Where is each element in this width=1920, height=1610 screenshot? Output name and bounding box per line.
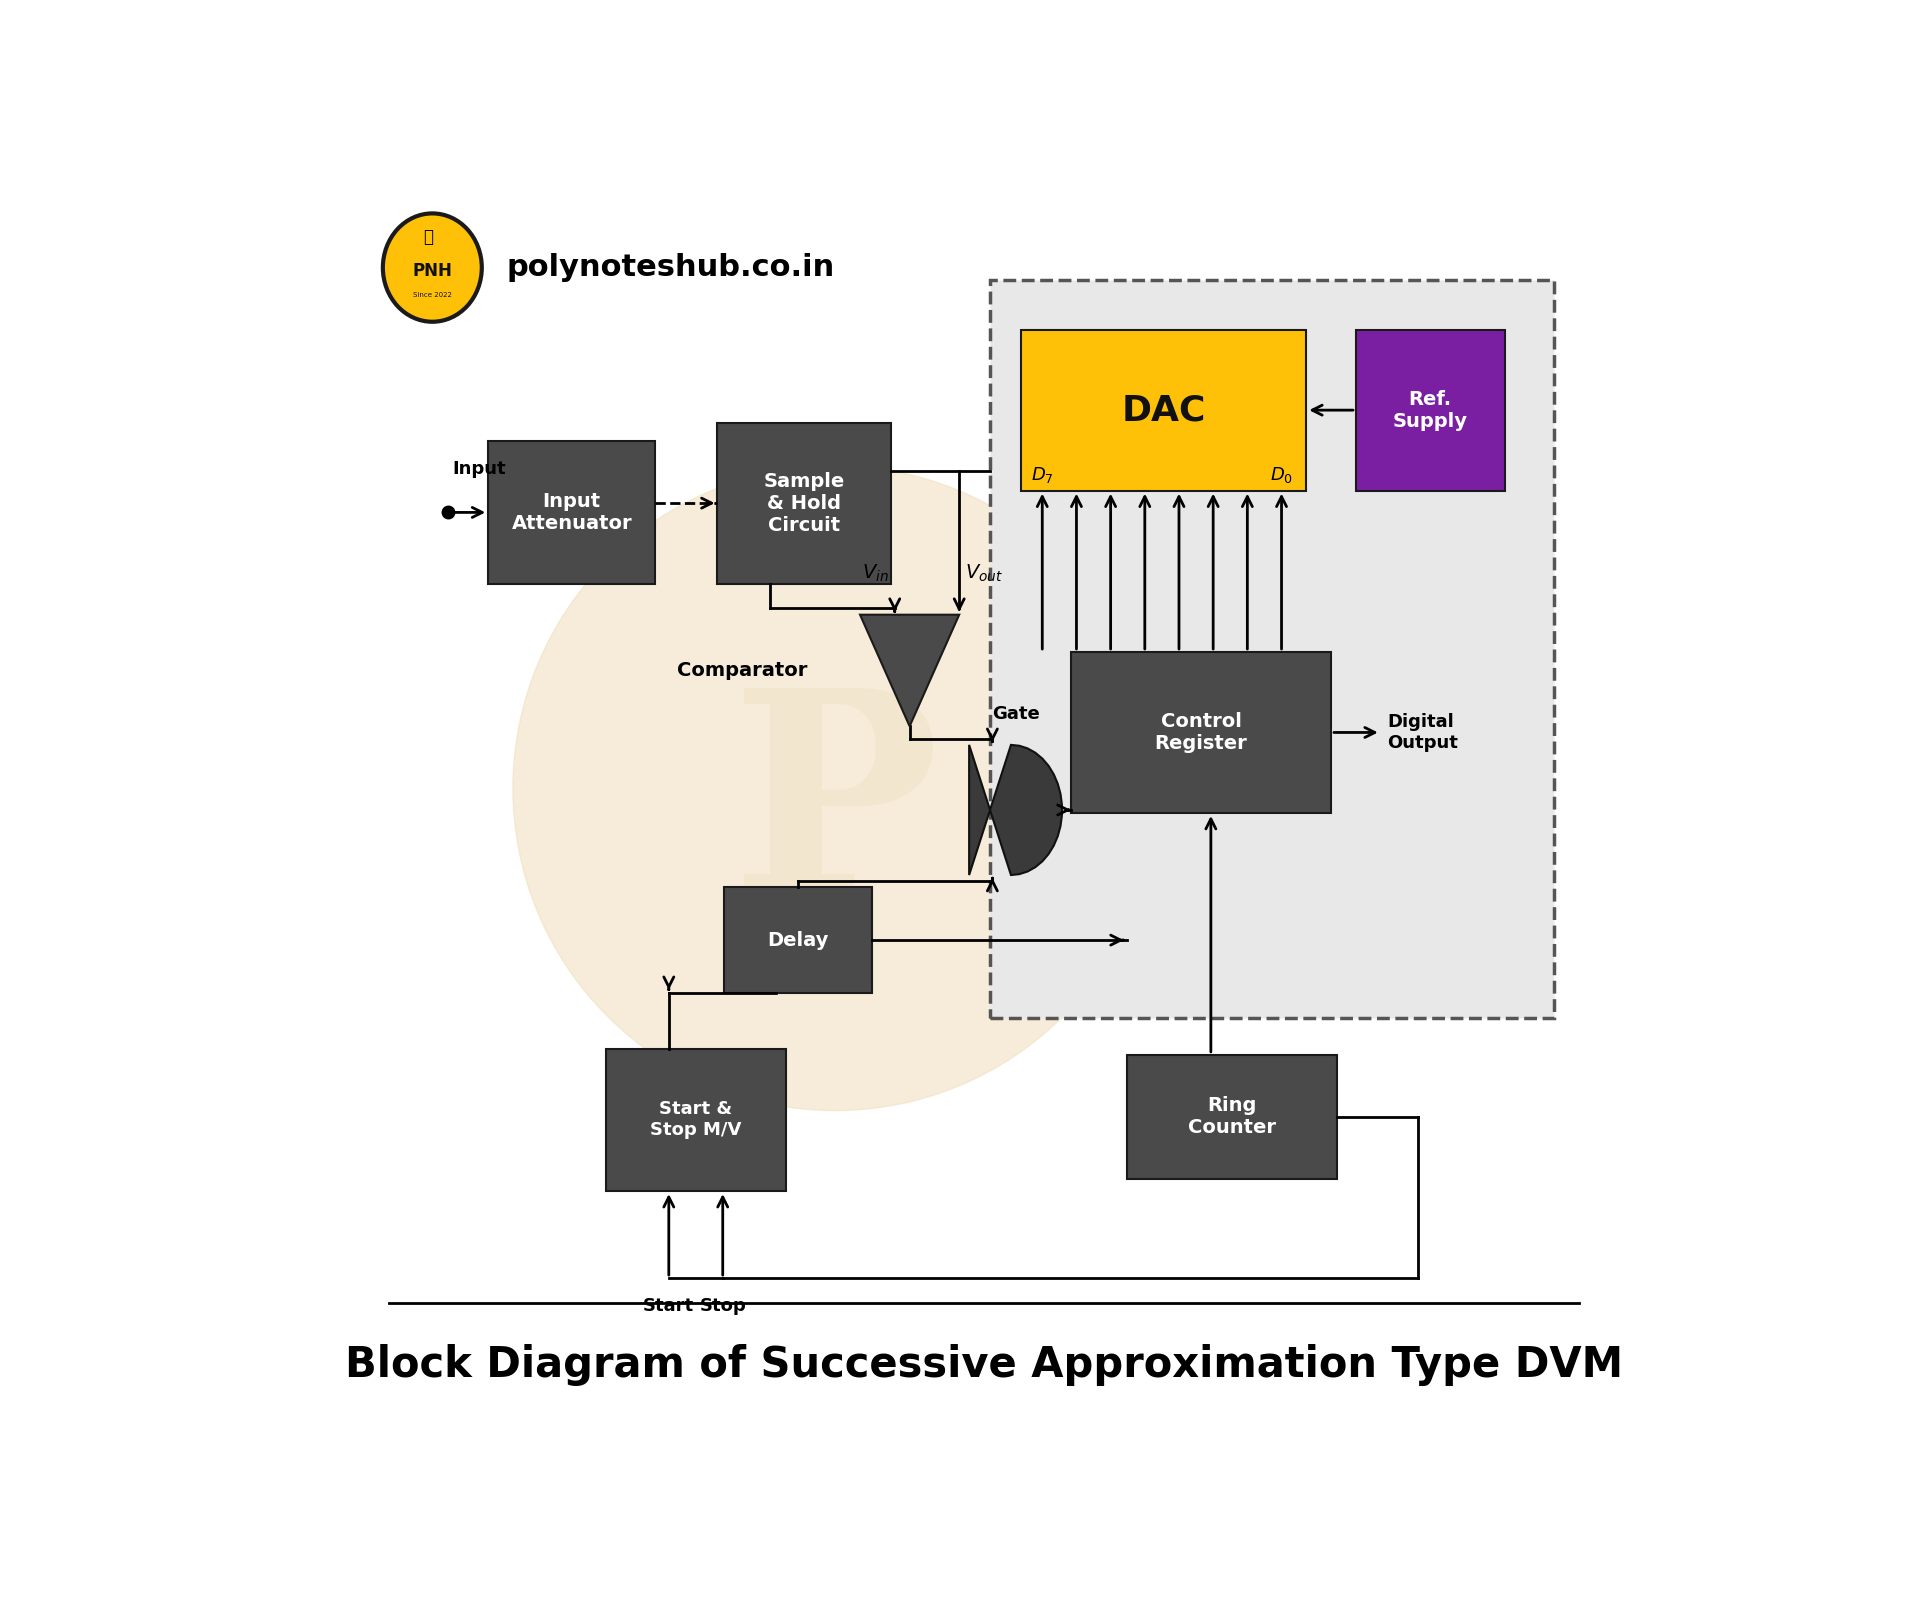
Text: Gate: Gate [993, 705, 1039, 723]
FancyBboxPatch shape [724, 887, 872, 993]
FancyBboxPatch shape [991, 280, 1555, 1018]
Text: Input: Input [453, 460, 505, 478]
FancyBboxPatch shape [1356, 330, 1505, 491]
FancyBboxPatch shape [488, 441, 655, 584]
Text: 🎓: 🎓 [424, 227, 434, 246]
Text: $D_7$: $D_7$ [1031, 465, 1054, 485]
Text: Digital
Output: Digital Output [1386, 713, 1457, 752]
Polygon shape [860, 615, 960, 726]
Text: Control
Register: Control Register [1154, 712, 1248, 753]
Text: Comparator: Comparator [678, 662, 808, 679]
Text: Delay: Delay [768, 931, 829, 950]
Text: Start: Start [643, 1296, 695, 1314]
Text: P: P [732, 678, 939, 948]
Text: Input
Attenuator: Input Attenuator [511, 493, 632, 533]
FancyBboxPatch shape [1071, 652, 1331, 813]
Text: Stop: Stop [699, 1296, 747, 1314]
Circle shape [513, 465, 1158, 1111]
Text: Block Diagram of Successive Approximation Type DVM: Block Diagram of Successive Approximatio… [346, 1344, 1622, 1386]
Text: Since 2022: Since 2022 [413, 291, 451, 298]
Text: $V_{in}$: $V_{in}$ [862, 562, 889, 584]
Text: $V_{out}$: $V_{out}$ [966, 562, 1004, 584]
Text: DAC: DAC [1121, 393, 1206, 427]
Text: Ring
Counter: Ring Counter [1188, 1096, 1277, 1137]
FancyBboxPatch shape [718, 422, 891, 584]
Text: Start &
Stop M/V: Start & Stop M/V [651, 1101, 741, 1140]
Text: Ref.
Supply: Ref. Supply [1392, 390, 1467, 430]
Text: Sample
& Hold
Circuit: Sample & Hold Circuit [764, 472, 845, 535]
FancyBboxPatch shape [607, 1048, 785, 1191]
FancyBboxPatch shape [1021, 330, 1306, 491]
Text: polynoteshub.co.in: polynoteshub.co.in [507, 253, 835, 282]
Text: PNH: PNH [413, 262, 453, 280]
Text: $D_0$: $D_0$ [1269, 465, 1292, 485]
FancyBboxPatch shape [1127, 1055, 1338, 1179]
Polygon shape [970, 745, 1062, 876]
Ellipse shape [382, 214, 482, 322]
